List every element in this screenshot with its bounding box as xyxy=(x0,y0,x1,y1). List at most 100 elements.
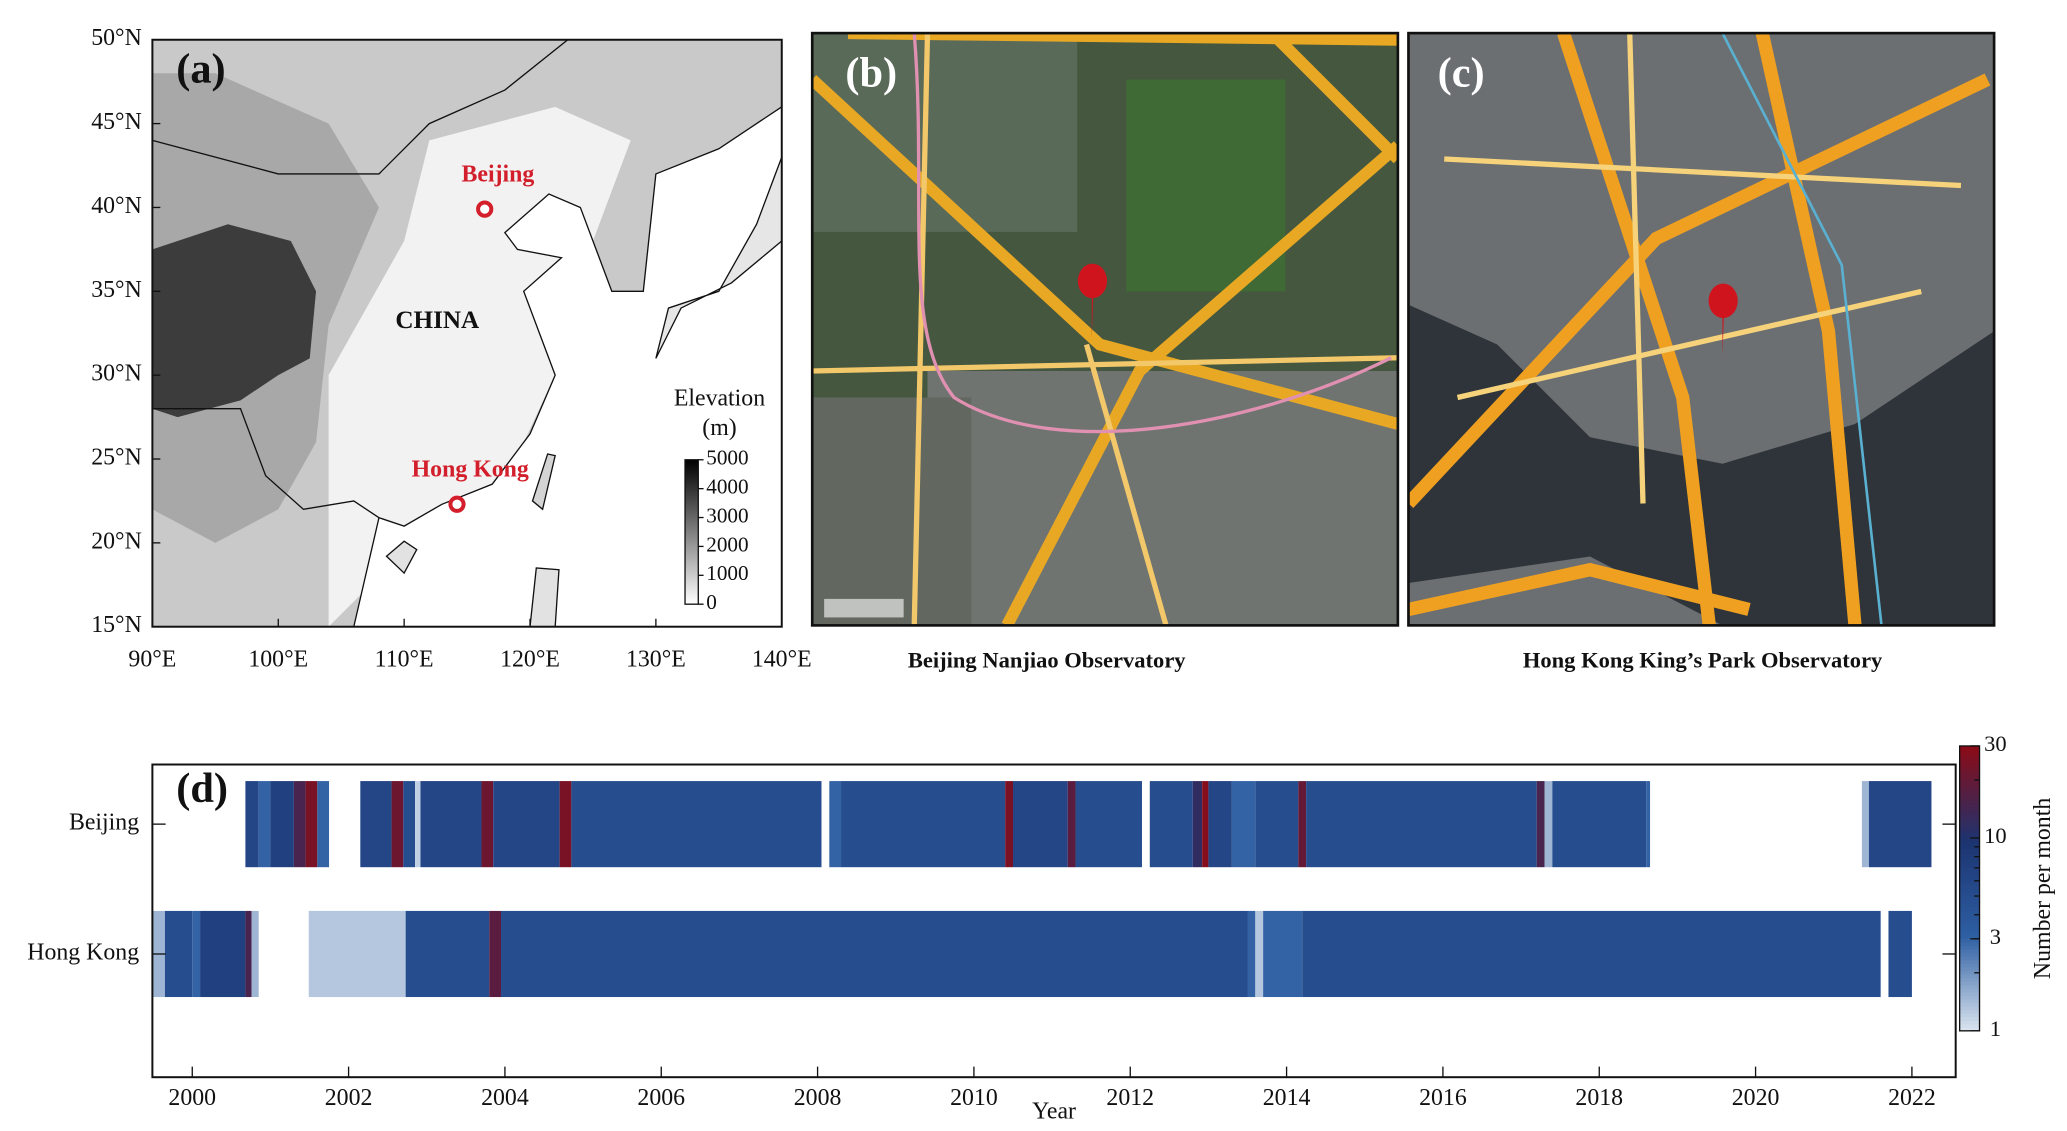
colorbar-tick-label: 10 xyxy=(1984,823,2007,848)
colorbar-tick-label: 0 xyxy=(706,590,717,614)
colorbar-segment xyxy=(1959,781,1980,786)
y-tick-label: 30°N xyxy=(91,361,142,387)
colorbar-segment xyxy=(1959,931,1980,936)
heat-cell xyxy=(251,910,259,998)
heat-cell xyxy=(1544,781,1553,868)
y-tick-label: 15°N xyxy=(91,612,142,638)
heat-cell xyxy=(501,910,1248,998)
heat-cell xyxy=(1067,781,1076,868)
colorbar-segment xyxy=(1959,945,1980,950)
colorbar-segment xyxy=(1959,856,1980,861)
colorbar-segment xyxy=(1959,770,1980,776)
colorbar-segment xyxy=(1959,956,1980,961)
colorbar-segment xyxy=(1959,802,1980,808)
heat-cell xyxy=(1247,910,1256,998)
station-marker xyxy=(476,200,494,218)
heat-cell xyxy=(1298,781,1307,868)
heat-cell xyxy=(293,781,306,868)
heat-cell xyxy=(1149,781,1193,868)
station-label: Hong Kong xyxy=(412,457,529,483)
colorbar-tick-label: 2000 xyxy=(706,532,748,556)
colorbar-segment xyxy=(1959,763,1980,768)
x-tick-label: 2020 xyxy=(1732,1085,1780,1111)
colorbar-segment xyxy=(1959,788,1980,793)
heat-cell xyxy=(391,781,404,868)
panel-label: (a) xyxy=(176,46,225,93)
colorbar-segment xyxy=(1959,845,1980,850)
heat-cell xyxy=(1302,910,1881,998)
colorbar xyxy=(684,459,699,605)
colorbar-segment xyxy=(1959,810,1980,815)
colorbar-tick-label: 3000 xyxy=(706,503,748,527)
colorbar-segment xyxy=(1959,991,1980,996)
colorbar-segment xyxy=(1959,785,1980,790)
heat-cell xyxy=(415,781,421,868)
x-tick-label: 2012 xyxy=(1106,1085,1154,1111)
panel-label: (c) xyxy=(1438,50,1485,97)
heat-cell xyxy=(1208,781,1232,868)
colorbar-segment xyxy=(1959,753,1980,758)
philippines xyxy=(529,567,560,627)
heat-cell xyxy=(1255,781,1299,868)
y-tick-label: 50°N xyxy=(91,25,142,51)
colorbar-segment xyxy=(1959,795,1980,801)
x-tick-label: 2018 xyxy=(1575,1085,1623,1111)
colorbar-segment xyxy=(1959,827,1980,833)
colorbar-segment xyxy=(1959,870,1980,875)
heat-cell xyxy=(270,781,294,868)
colorbar-segment xyxy=(1959,952,1980,957)
colorbar-segment xyxy=(1959,874,1980,879)
colorbar-segment xyxy=(1959,948,1980,954)
y-tick-label: 40°N xyxy=(91,193,142,219)
y-tick-label: 25°N xyxy=(91,444,142,470)
colorbar-segment xyxy=(1959,920,1980,925)
colorbar-segment xyxy=(1959,906,1980,911)
panel-label: (b) xyxy=(845,50,897,97)
colorbar-segment xyxy=(1959,891,1980,897)
heat-cell xyxy=(192,910,201,998)
colorbar-segment xyxy=(1959,1027,1980,1032)
colorbar-segment xyxy=(1959,973,1980,979)
x-tick-label: 100°E xyxy=(248,647,308,673)
heat-cell xyxy=(1005,781,1013,868)
colorbar-segment xyxy=(1959,852,1980,858)
map-frame xyxy=(151,38,783,628)
hainan xyxy=(385,540,418,575)
colorbar-segment xyxy=(1959,984,1980,989)
elevation-map xyxy=(152,39,782,627)
colorbar-segment xyxy=(1959,842,1980,847)
heat-cell xyxy=(405,910,490,998)
colorbar-segment xyxy=(1959,778,1980,783)
colorbar-tick-label: 1000 xyxy=(706,561,748,585)
taiwan xyxy=(531,453,556,511)
heat-cell xyxy=(559,781,572,868)
colorbar-segment xyxy=(1959,1020,1980,1025)
colorbar-segment xyxy=(1959,966,1980,971)
colorbar-segment xyxy=(1959,909,1980,914)
x-tick-label: 90°E xyxy=(128,647,176,673)
heat-cell xyxy=(1202,781,1209,868)
colorbar-segment xyxy=(1959,941,1980,947)
heat-cell xyxy=(1861,781,1869,868)
colorbar-segment xyxy=(1959,902,1980,907)
colorbar-segment xyxy=(1959,831,1980,836)
border xyxy=(152,39,569,175)
y-tick-label: 20°N xyxy=(91,528,142,554)
heat-cell xyxy=(164,910,193,998)
heat-cell xyxy=(317,781,330,868)
colorbar-tick-label: 4000 xyxy=(706,475,748,499)
colorbar-segment xyxy=(1959,799,1980,804)
colorbar-segment xyxy=(1959,998,1980,1004)
heat-cell xyxy=(829,781,842,868)
colorbar-segment xyxy=(1959,995,1980,1000)
heat-cell xyxy=(1552,781,1647,868)
heat-cell xyxy=(245,910,252,998)
heat-cell xyxy=(1075,781,1142,868)
border xyxy=(152,408,380,519)
colorbar-segment xyxy=(1959,988,1980,993)
heat-cell xyxy=(308,910,406,998)
heat-cell xyxy=(1888,910,1912,998)
x-tick-label: 120°E xyxy=(500,647,560,673)
heat-cell xyxy=(200,910,246,998)
